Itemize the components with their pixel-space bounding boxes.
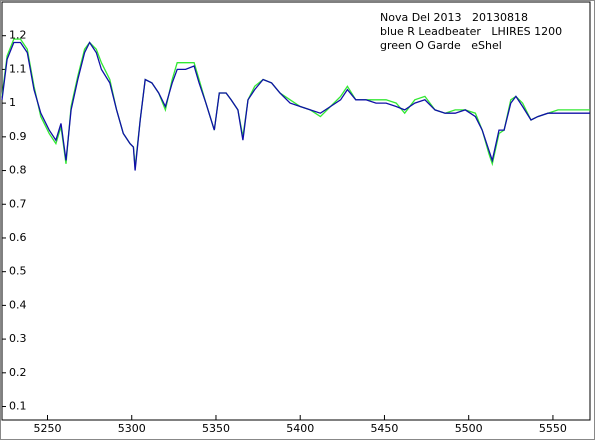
y-tick-label: 0.8	[9, 164, 27, 177]
series-line	[1, 41, 590, 171]
y-tick-label: 0.7	[9, 197, 27, 210]
plot-area	[1, 1, 591, 421]
x-tick-label: 5250	[33, 422, 61, 435]
series-note: blue R Leadbeater LHIRES 1200	[380, 25, 562, 38]
y-tick-label: 0.9	[9, 130, 27, 143]
series-note: green O Garde eShel	[380, 39, 502, 52]
y-tick-label: 0.1	[9, 400, 27, 413]
y-tick-label: 1.1	[9, 62, 27, 75]
chart-title: Nova Del 2013 20130818	[380, 11, 528, 24]
x-tick-label: 5450	[370, 422, 398, 435]
y-tick-label: 0.2	[9, 366, 27, 379]
x-tick-label: 5550	[539, 422, 567, 435]
x-tick-label: 5500	[455, 422, 483, 435]
y-tick-label: 0.6	[9, 231, 27, 244]
y-tick-label: 1.2	[9, 29, 27, 42]
x-tick-label: 5300	[118, 422, 146, 435]
y-tick-label: 0.5	[9, 265, 27, 278]
y-tick-label: 0.3	[9, 332, 27, 345]
y-tick-label: 0.4	[9, 298, 27, 311]
x-tick-label: 5400	[286, 422, 314, 435]
x-tick-label: 5350	[202, 422, 230, 435]
y-tick-label: 1	[9, 96, 16, 109]
